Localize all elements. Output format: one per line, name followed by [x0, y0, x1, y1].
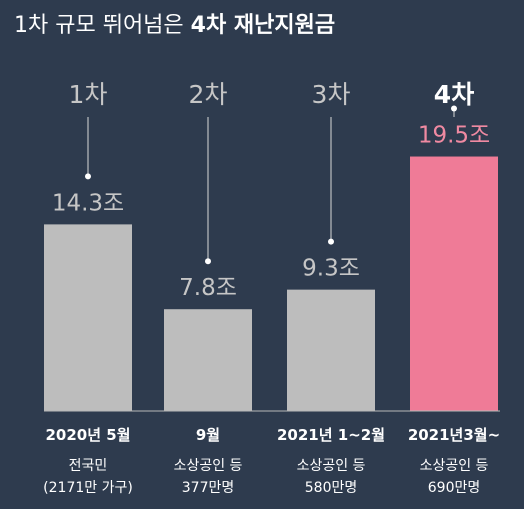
chart-title: 1차 규모 뛰어넘은 4차 재난지원금 [14, 13, 335, 38]
category-label-3: 3차 [312, 80, 351, 109]
value-label-4: 19.5조 [418, 123, 490, 149]
recipient-label-4-2: 690만명 [428, 480, 480, 496]
category-label-4: 4차 [434, 80, 474, 109]
connector-dot-1 [85, 173, 91, 180]
bar-2 [164, 309, 252, 411]
chart-title-normal: 1차 규모 뛰어넘은 [14, 13, 191, 38]
date-label-3: 2021년 1~2월 [277, 426, 385, 444]
chart-title-bold: 4차 재난지원금 [191, 13, 335, 38]
recipient-label-1-2: (2171만 가구) [43, 480, 133, 496]
connector-dot-3 [328, 238, 334, 245]
bar-1 [44, 224, 132, 411]
recipient-label-1-1: 전국민 [69, 458, 108, 474]
category-label-1: 1차 [69, 80, 108, 109]
connector-dot-2 [205, 258, 211, 265]
category-label-2: 2차 [189, 80, 228, 109]
recipient-label-3-2: 580만명 [305, 480, 357, 496]
recipient-label-4-1: 소상공인 등 [420, 458, 489, 474]
recipient-label-2-1: 소상공인 등 [174, 458, 243, 474]
recipient-label-2-2: 377만명 [182, 480, 234, 496]
date-label-4: 2021년3월~ [408, 426, 500, 444]
bar-4 [410, 156, 498, 411]
value-label-2: 7.8조 [179, 275, 237, 301]
date-label-1: 2020년 5월 [45, 426, 130, 444]
connector-dot-4 [451, 105, 457, 112]
chart-marks [44, 105, 498, 411]
date-label-2: 9월 [196, 426, 220, 444]
value-label-1: 14.3조 [52, 190, 124, 216]
bar-3 [287, 289, 375, 411]
recipient-label-3-1: 소상공인 등 [297, 458, 366, 474]
value-label-3: 9.3조 [302, 256, 360, 282]
